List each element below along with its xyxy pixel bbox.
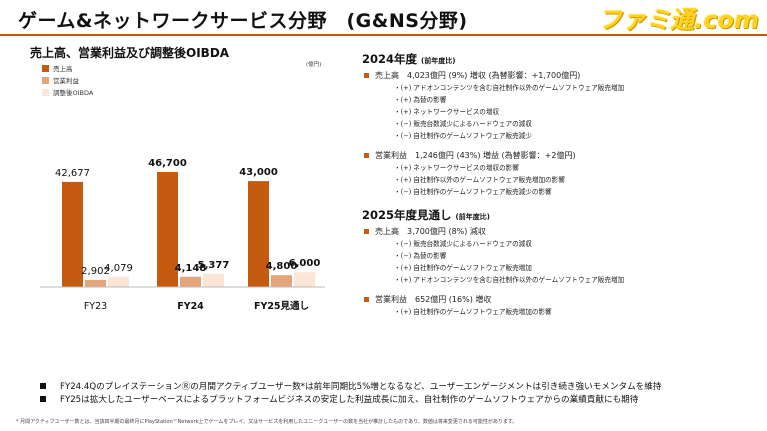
value-label-2-1: 2,902 bbox=[81, 266, 110, 277]
section-subtitle: (前年度比) bbox=[421, 57, 456, 65]
value-label-1-3: 43,000 bbox=[239, 167, 278, 178]
value-label-3-2: 5,377 bbox=[198, 260, 230, 271]
bar-3-3 bbox=[294, 272, 315, 287]
bullet-sub-item: ・(+) ネットワークサービスの増収の影響 bbox=[394, 164, 519, 172]
value-label-3-1: 4,079 bbox=[104, 263, 133, 274]
bullet-sub-item: ・(+) アドオンコンテンツを含む自社制作以外のゲームソフトウェア販売増加 bbox=[394, 84, 625, 92]
bullet-sub-item: ・(−) 為替の影響 bbox=[394, 252, 447, 260]
legend-label-sales: 売上高 bbox=[53, 65, 73, 73]
bullet-sub-item: ・(+) 自社制作のゲームソフトウェア販売増加の影響 bbox=[394, 308, 552, 316]
bar-3-1 bbox=[108, 276, 129, 287]
legend-label-oibda: 調整後OIBDA bbox=[53, 89, 94, 97]
bullet-square-icon bbox=[40, 395, 46, 402]
bullet-heading: 売上高 3,700億円 (8%) 減収 bbox=[364, 224, 762, 238]
title-divider bbox=[0, 34, 767, 36]
chart-unit: (億円) bbox=[306, 62, 322, 68]
bar-3-2 bbox=[203, 273, 224, 287]
category-label-3: FY25見通し bbox=[254, 301, 309, 312]
bottom-notes: FY24.4QのプレイステーションⓇの月間アクティブユーザー数*は前年同期比5%… bbox=[40, 379, 760, 405]
value-label-1-2: 46,700 bbox=[148, 158, 187, 169]
legend-item-sales: 売上高 bbox=[42, 62, 93, 74]
bar-2-3 bbox=[271, 275, 292, 287]
bottom-note-2: FY25は拡大したユーザーベースによるプラットフォームビジネスの安定した利益成長… bbox=[40, 392, 760, 405]
value-label-2-3: 4,800 bbox=[266, 261, 298, 272]
legend-item-operating-income: 営業利益 bbox=[42, 74, 93, 86]
bullet-heading-text: 営業利益 1,246億円 (43%) 増益 (為替影響：+2億円) bbox=[375, 150, 576, 160]
bar-2-1 bbox=[85, 279, 106, 287]
bullet-square-icon bbox=[364, 228, 369, 234]
watermark-logo: ファミ通.com bbox=[598, 6, 759, 34]
legend-item-oibda: 調整後OIBDA bbox=[42, 86, 93, 98]
bullet-heading-text: 売上高 4,023億円 (9%) 増収 (為替影響：+1,700億円) bbox=[375, 70, 581, 80]
bar-1-3 bbox=[248, 181, 269, 287]
bullet-heading-text: 営業利益 652億円 (16%) 増収 bbox=[375, 294, 492, 304]
bar-1-2 bbox=[157, 172, 178, 287]
bullet-sub-item: ・(+) 自社制作のゲームソフトウェア販売増加 bbox=[394, 264, 532, 272]
section-title-text: 2025年度見通し bbox=[362, 208, 452, 222]
bottom-note-text: FY25は拡大したユーザーベースによるプラットフォームビジネスの安定した利益成長… bbox=[60, 394, 639, 405]
bullet-sub-item: ・(−) 販売台数減少によるハードウェアの減収 bbox=[394, 240, 532, 248]
bullet-sub-item: ・(−) 自社制作のゲームソフトウェア販売減少の影響 bbox=[394, 188, 552, 196]
value-label-3-3: 6,000 bbox=[289, 258, 321, 269]
section-gap bbox=[362, 198, 762, 206]
section-title-text: 2024年度 bbox=[362, 52, 418, 66]
footnote: * 月間アクティブユーザー数とは、当該四半期の最終月にPlayStation™N… bbox=[16, 419, 518, 425]
bullet-heading: 営業利益 1,246億円 (43%) 増益 (為替影響：+2億円) bbox=[364, 148, 762, 162]
value-label-2-2: 4,148 bbox=[175, 263, 207, 274]
bullet-sub-item: ・(−) 販売台数減少によるハードウェアの減収 bbox=[394, 120, 532, 128]
category-label-2: FY24 bbox=[177, 301, 204, 312]
commentary-panel: 2024年度 (前年度比) 売上高 4,023億円 (9%) 増収 (為替影響：+1… bbox=[362, 50, 762, 318]
legend-swatch-operating-income bbox=[42, 76, 49, 84]
bullet-heading-text: 売上高 3,700億円 (8%) 減収 bbox=[375, 226, 486, 236]
bullet-sub-item: ・(+) 為替の影響 bbox=[394, 96, 447, 104]
legend-swatch-sales bbox=[42, 64, 49, 72]
category-label-1: FY23 bbox=[84, 301, 107, 312]
bullet-sub-item: ・(+) 自社制作以外のゲームソフトウェア販売増加の影響 bbox=[394, 176, 565, 184]
bar-1-1 bbox=[62, 181, 83, 287]
chart-title: 売上高、営業利益及び調整後OIBDA bbox=[30, 46, 230, 60]
page-title: ゲーム&ネットワークサービス分野 (G&NS分野) bbox=[18, 10, 468, 32]
chart-legend: 売上高 営業利益 調整後OIBDA bbox=[42, 62, 93, 98]
section-subtitle: (前年度比) bbox=[455, 213, 490, 221]
bottom-note-text: FY24.4QのプレイステーションⓇの月間アクティブユーザー数*は前年同期比5%… bbox=[60, 381, 662, 392]
section-title: 2024年度 (前年度比) bbox=[362, 50, 762, 68]
bullet-heading: 営業利益 652億円 (16%) 増収 bbox=[364, 292, 762, 306]
section-title: 2025年度見通し (前年度比) bbox=[362, 206, 762, 224]
bullet-sub-item: ・(−) 自社制作のゲームソフトウェア販売減少 bbox=[394, 132, 532, 140]
bullet-sub-item: ・(+) ネットワークサービスの増収 bbox=[394, 108, 500, 116]
bottom-note-1: FY24.4QのプレイステーションⓇの月間アクティブユーザー数*は前年同期比5%… bbox=[40, 379, 760, 392]
legend-swatch-oibda bbox=[42, 88, 49, 96]
bullet-square-icon bbox=[364, 152, 369, 158]
bar-2-2 bbox=[180, 276, 201, 287]
bullet-sub-item: ・(+) アドオンコンテンツを含む自社制作以外のゲームソフトウェア販売増加 bbox=[394, 276, 625, 284]
bullet-heading: 売上高 4,023億円 (9%) 増収 (為替影響：+1,700億円) bbox=[364, 68, 762, 82]
value-label-1-1: 42,677 bbox=[55, 168, 90, 179]
bullet-square-icon bbox=[364, 296, 369, 302]
bullet-square-icon bbox=[364, 72, 369, 78]
legend-label-operating-income: 営業利益 bbox=[53, 77, 79, 85]
bullet-square-icon bbox=[40, 382, 46, 389]
